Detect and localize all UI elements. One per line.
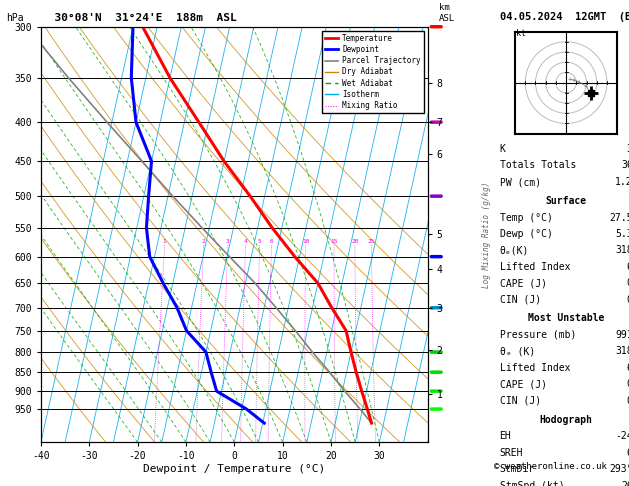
Text: Temp (°C): Temp (°C) (499, 213, 552, 223)
Text: CAPE (J): CAPE (J) (499, 379, 547, 389)
Text: -24: -24 (615, 431, 629, 441)
Text: CIN (J): CIN (J) (499, 295, 541, 305)
Text: 2: 2 (202, 239, 206, 244)
Text: θₑ(K): θₑ(K) (499, 245, 529, 256)
X-axis label: Dewpoint / Temperature (°C): Dewpoint / Temperature (°C) (143, 464, 325, 474)
Text: +: + (588, 90, 593, 96)
Text: EH: EH (499, 431, 511, 441)
Text: km
ASL: km ASL (439, 3, 455, 22)
Text: 1: 1 (163, 239, 167, 244)
Text: 991: 991 (615, 330, 629, 340)
Text: 25: 25 (367, 239, 375, 244)
Text: +: + (568, 76, 572, 82)
Text: 36: 36 (621, 160, 629, 171)
Text: 15: 15 (330, 239, 338, 244)
Text: Lifted Index: Lifted Index (499, 363, 570, 373)
Text: 3: 3 (226, 239, 230, 244)
Text: Most Unstable: Most Unstable (528, 313, 604, 324)
Text: 0: 0 (626, 396, 629, 406)
Text: Hodograph: Hodograph (540, 415, 593, 425)
Text: 27.5: 27.5 (609, 213, 629, 223)
Text: hPa: hPa (6, 13, 24, 22)
Text: 3: 3 (626, 144, 629, 154)
Text: Dewp (°C): Dewp (°C) (499, 229, 552, 239)
Text: 5.3: 5.3 (615, 229, 629, 239)
Text: 0: 0 (626, 379, 629, 389)
Text: kt: kt (516, 29, 526, 38)
Text: 10: 10 (302, 239, 309, 244)
Text: © weatheronline.co.uk: © weatheronline.co.uk (494, 462, 606, 471)
Text: 20: 20 (351, 239, 359, 244)
Y-axis label: Log Mixing Ratio (g/kg): Log Mixing Ratio (g/kg) (482, 181, 491, 288)
Text: 318: 318 (615, 347, 629, 356)
Text: 04.05.2024  12GMT  (Base: 06): 04.05.2024 12GMT (Base: 06) (500, 12, 629, 22)
Text: 30°08'N  31°24'E  188m  ASL: 30°08'N 31°24'E 188m ASL (41, 13, 237, 23)
Text: +: + (572, 77, 576, 83)
Text: Pressure (mb): Pressure (mb) (499, 330, 576, 340)
Text: 6: 6 (626, 262, 629, 272)
Text: 0: 0 (626, 278, 629, 288)
Text: 5: 5 (258, 239, 262, 244)
Text: PW (cm): PW (cm) (499, 177, 541, 187)
Text: +: + (576, 79, 581, 85)
Text: StmDir: StmDir (499, 464, 535, 474)
Text: θₑ (K): θₑ (K) (499, 347, 535, 356)
Text: StmSpd (kt): StmSpd (kt) (499, 481, 564, 486)
Text: 6: 6 (626, 363, 629, 373)
Text: 4: 4 (243, 239, 247, 244)
Text: 293°: 293° (609, 464, 629, 474)
Text: 0: 0 (626, 295, 629, 305)
Text: 6: 6 (270, 239, 274, 244)
Legend: Temperature, Dewpoint, Parcel Trajectory, Dry Adiabat, Wet Adiabat, Isotherm, Mi: Temperature, Dewpoint, Parcel Trajectory… (321, 31, 424, 113)
Text: SREH: SREH (499, 448, 523, 458)
Text: 26: 26 (621, 481, 629, 486)
Text: Lifted Index: Lifted Index (499, 262, 570, 272)
Text: CIN (J): CIN (J) (499, 396, 541, 406)
Text: K: K (499, 144, 506, 154)
Text: 6: 6 (626, 448, 629, 458)
Text: +: + (584, 83, 588, 89)
Text: Totals Totals: Totals Totals (499, 160, 576, 171)
Text: 318: 318 (615, 245, 629, 256)
Text: CAPE (J): CAPE (J) (499, 278, 547, 288)
Text: Surface: Surface (545, 196, 587, 207)
Text: 1.2: 1.2 (615, 177, 629, 187)
